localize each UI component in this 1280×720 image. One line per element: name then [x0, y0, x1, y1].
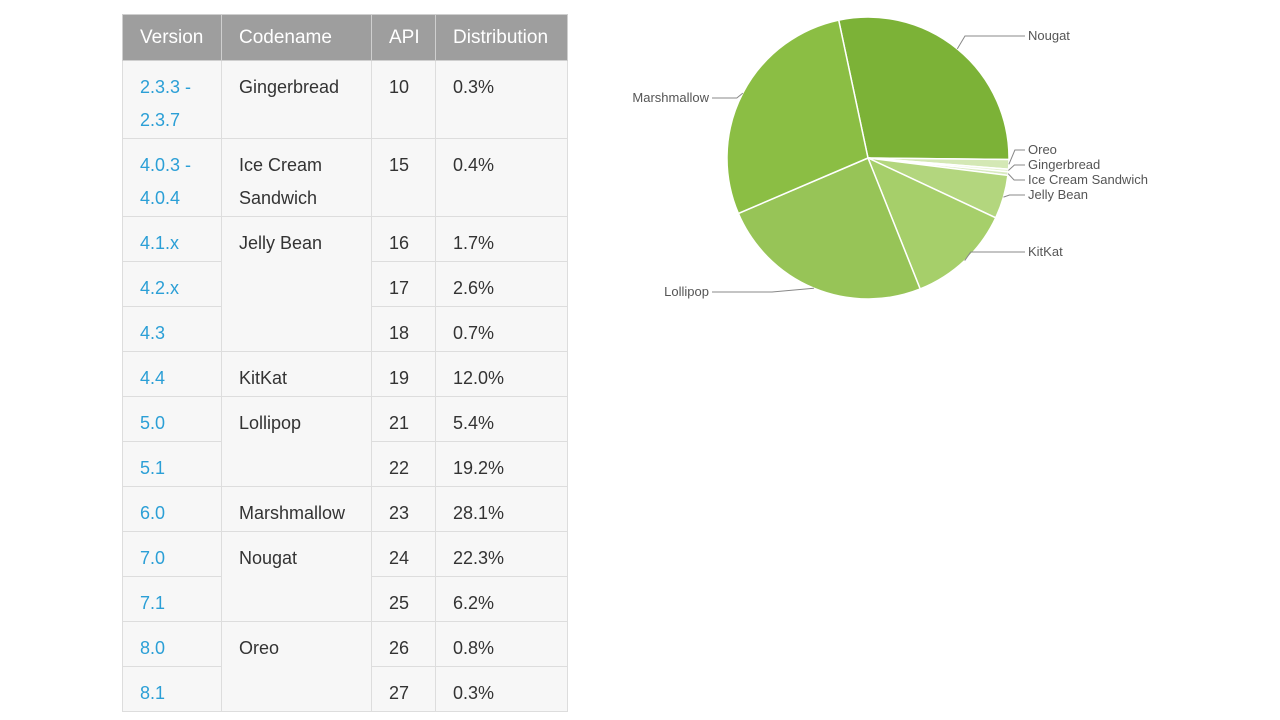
distribution-table: Version Codename API Distribution 2.3.3 … [122, 14, 568, 712]
pie-slice-label: Lollipop [664, 284, 709, 299]
distribution-cell: 0.3% [435, 666, 568, 712]
api-cell: 10 [371, 60, 436, 139]
pie-slice-label: Nougat [1028, 28, 1070, 43]
table-row: 5.0 Lollipop 21 5.4% [122, 396, 568, 487]
pie-slice-label: Oreo [1028, 142, 1057, 157]
pie-leader-line [712, 92, 744, 99]
version-cell: 7.0 [122, 531, 222, 577]
distribution-cell: 1.7% [435, 216, 568, 262]
api-cell: 21 [371, 396, 436, 442]
version-link[interactable]: 4.2.x [140, 278, 180, 298]
version-link[interactable]: 7.0 [140, 548, 166, 568]
distribution-cell: 5.4% [435, 396, 568, 442]
api-cell: 23 [371, 486, 436, 532]
pie-leader-line [1003, 194, 1025, 198]
codename-cell: Marshmallow [221, 486, 372, 532]
table-row: 4.2.x 17 2.6% [122, 261, 568, 307]
header-version: Version [122, 14, 222, 61]
distribution-cell: 2.6% [435, 261, 568, 307]
api-cell: 17 [371, 261, 436, 307]
table-header-row: Version Codename API Distribution [122, 14, 568, 61]
pie-slice-label: Gingerbread [1028, 157, 1100, 172]
distribution-cell: 12.0% [435, 351, 568, 397]
version-cell: 2.3.3 -2.3.7 [122, 60, 222, 139]
table-row: 7.0 Nougat 24 22.3% [122, 531, 568, 622]
pie-slice-label: KitKat [1028, 244, 1063, 259]
pie-leader-line [964, 251, 1025, 261]
api-cell: 26 [371, 621, 436, 667]
codename-cell: KitKat [221, 351, 372, 397]
version-cell: 4.3 [122, 306, 222, 352]
table-row: 4.1.x Jelly Bean 16 1.7% [122, 216, 568, 352]
version-link[interactable]: 5.0 [140, 413, 166, 433]
version-cell: 5.0 [122, 396, 222, 442]
table-row: 4.0.3 -4.0.4 Ice Cream Sandwich 15 0.4% [122, 138, 568, 217]
pie-slice [737, 157, 922, 300]
version-cell: 7.1 [122, 576, 222, 622]
version-link[interactable]: 5.1 [140, 458, 166, 478]
pie-slice-label: Ice Cream Sandwich [1028, 172, 1148, 187]
distribution-cell: 0.7% [435, 306, 568, 352]
version-link[interactable]: 8.1 [140, 683, 166, 703]
api-cell: 15 [371, 138, 436, 217]
version-link[interactable]: 2.3.3 -2.3.7 [140, 77, 192, 130]
version-cell: 8.1 [122, 666, 222, 712]
api-cell: 22 [371, 441, 436, 487]
distribution-cell: 19.2% [435, 441, 568, 487]
api-cell: 18 [371, 306, 436, 352]
table-row: 4.3 18 0.7% [122, 306, 568, 352]
table-row: 7.1 25 6.2% [122, 576, 568, 622]
table-row: 4.4 KitKat 19 12.0% [122, 351, 568, 397]
api-cell: 24 [371, 531, 436, 577]
codename-cell: Nougat [221, 531, 372, 622]
version-link[interactable]: 7.1 [140, 593, 166, 613]
pie-slice-label: Jelly Bean [1028, 187, 1088, 202]
distribution-cell: 0.3% [435, 60, 568, 139]
codename-cell: Lollipop [221, 396, 372, 487]
version-cell: 5.1 [122, 441, 222, 487]
codename-cell: Gingerbread [221, 60, 372, 139]
distribution-cell: 0.4% [435, 138, 568, 217]
api-cell: 16 [371, 216, 436, 262]
distribution-cell: 0.8% [435, 621, 568, 667]
table-row: 6.0 Marshmallow 23 28.1% [122, 486, 568, 532]
version-cell: 4.0.3 -4.0.4 [122, 138, 222, 217]
version-link[interactable]: 4.1.x [140, 233, 180, 253]
version-cell: 4.4 [122, 351, 222, 397]
codename-cell: Jelly Bean [221, 216, 372, 352]
pie-leader-line [712, 287, 814, 293]
header-codename: Codename [221, 14, 372, 61]
table-row: 8.0 Oreo 26 0.8% [122, 621, 568, 712]
table-row: 8.1 27 0.3% [122, 666, 568, 712]
version-cell: 8.0 [122, 621, 222, 667]
header-api: API [371, 14, 436, 61]
pie-leader-line [1008, 164, 1025, 171]
version-cell: 4.2.x [122, 261, 222, 307]
table-row: 5.1 22 19.2% [122, 441, 568, 487]
version-cell: 4.1.x [122, 216, 222, 262]
api-cell: 27 [371, 666, 436, 712]
api-cell: 19 [371, 351, 436, 397]
pie-leader-line [956, 35, 1025, 50]
pie-slice [726, 19, 869, 215]
header-distribution: Distribution [435, 14, 568, 61]
distribution-cell: 28.1% [435, 486, 568, 532]
pie-slice-label: Marshmallow [632, 90, 709, 105]
api-cell: 25 [371, 576, 436, 622]
table-row: 2.3.3 -2.3.7 Gingerbread 10 0.3% [122, 60, 568, 139]
codename-cell: Ice Cream Sandwich [221, 138, 372, 217]
pie-leader-line [1008, 149, 1025, 165]
version-link[interactable]: 6.0 [140, 503, 166, 523]
version-link[interactable]: 4.0.3 -4.0.4 [140, 155, 192, 208]
version-link[interactable]: 8.0 [140, 638, 166, 658]
distribution-cell: 22.3% [435, 531, 568, 577]
version-link[interactable]: 4.4 [140, 368, 166, 388]
pie-leader-line [1007, 173, 1025, 181]
distribution-cell: 6.2% [435, 576, 568, 622]
codename-cell: Oreo [221, 621, 372, 712]
version-link[interactable]: 4.3 [140, 323, 166, 343]
version-cell: 6.0 [122, 486, 222, 532]
